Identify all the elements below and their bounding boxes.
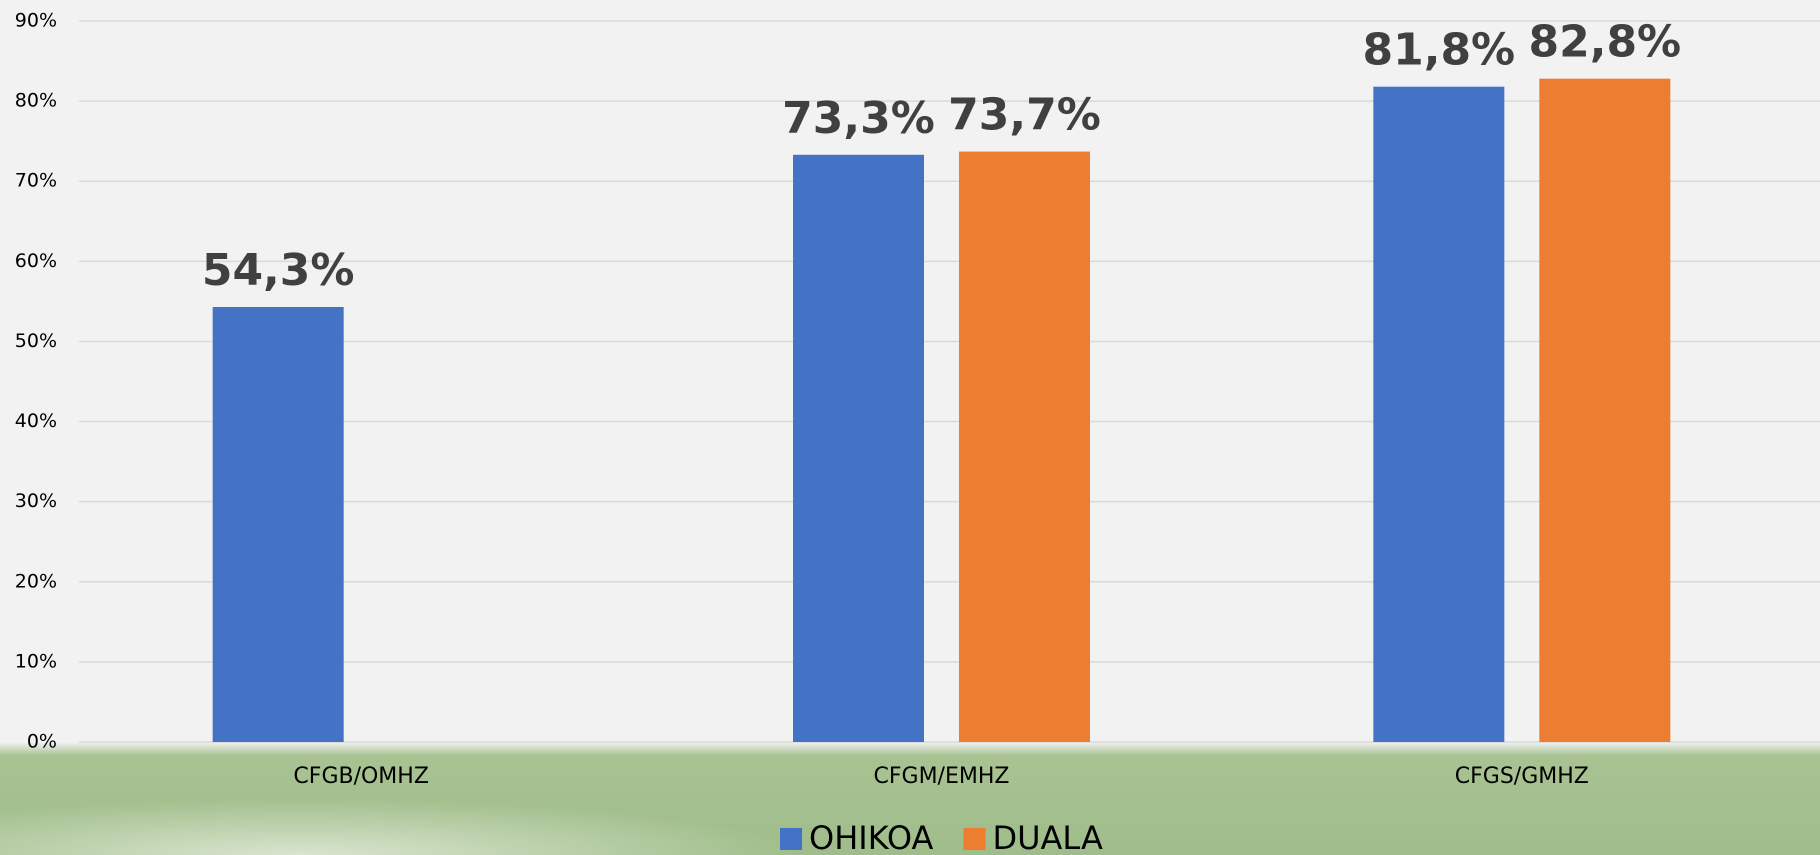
bar (212, 306, 344, 742)
y-tick-label: 10% (15, 650, 57, 672)
y-tick-label: 50% (15, 330, 57, 352)
y-tick-label: 60% (15, 250, 57, 272)
bar (1373, 86, 1505, 743)
data-label: 73,7% (948, 90, 1101, 141)
bar (793, 154, 924, 743)
footer-glow (0, 742, 1000, 855)
data-label: 82,8% (1529, 17, 1682, 68)
legend-swatch (963, 828, 986, 850)
bar (959, 151, 1090, 742)
y-tick-label: 30% (15, 490, 57, 512)
x-tick-label: CFGS/GMHZ (1455, 764, 1589, 789)
data-label: 81,8% (1363, 25, 1516, 76)
y-tick-label: 80% (15, 90, 57, 112)
y-tick-label: 40% (15, 410, 57, 432)
x-tick-label: CFGM/EMHZ (874, 764, 1010, 789)
legend-label: OHIKOA (809, 819, 934, 855)
data-label: 54,3% (202, 245, 355, 296)
y-tick-label: 90% (15, 10, 57, 32)
data-label: 73,3% (782, 93, 935, 144)
legend-swatch (780, 828, 802, 850)
legend-label: DUALA (992, 819, 1103, 855)
y-tick-label: 0% (27, 731, 57, 753)
y-tick-label: 70% (15, 170, 57, 192)
x-tick-label: CFGB/OMHZ (293, 764, 428, 789)
y-tick-label: 20% (15, 570, 57, 592)
bar (1539, 78, 1671, 743)
